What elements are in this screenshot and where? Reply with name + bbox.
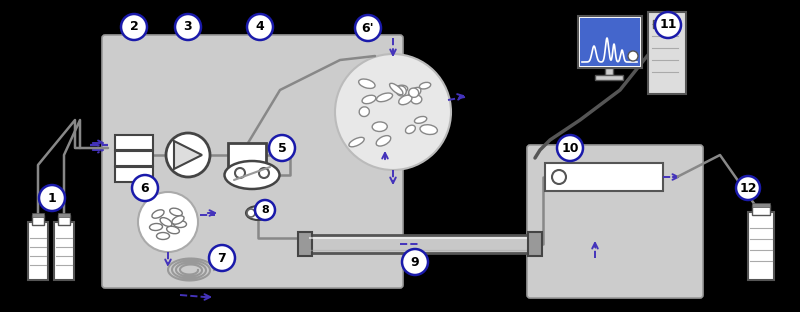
Ellipse shape <box>376 136 390 146</box>
Ellipse shape <box>160 218 172 227</box>
Circle shape <box>166 133 210 177</box>
Ellipse shape <box>358 79 375 88</box>
Circle shape <box>335 54 451 170</box>
Circle shape <box>261 209 269 217</box>
Bar <box>580 18 640 66</box>
Circle shape <box>402 249 428 275</box>
Bar <box>752 203 770 207</box>
Bar <box>28 222 48 280</box>
Bar <box>228 143 266 169</box>
Circle shape <box>552 170 566 184</box>
Bar <box>310 235 528 253</box>
Text: 6': 6' <box>362 22 374 35</box>
Circle shape <box>655 12 681 38</box>
Circle shape <box>557 135 583 161</box>
Text: 12: 12 <box>739 182 757 194</box>
Ellipse shape <box>377 93 393 102</box>
Ellipse shape <box>174 221 186 227</box>
Ellipse shape <box>395 85 408 93</box>
Bar <box>545 163 663 191</box>
Text: 4: 4 <box>256 21 264 33</box>
Circle shape <box>121 14 147 40</box>
Text: 11: 11 <box>659 18 677 32</box>
Bar <box>648 12 686 94</box>
Bar <box>748 212 774 280</box>
Bar <box>32 215 44 225</box>
Circle shape <box>138 192 198 252</box>
Circle shape <box>209 245 235 271</box>
Polygon shape <box>174 141 202 169</box>
Text: 5: 5 <box>278 142 286 154</box>
Ellipse shape <box>166 226 179 234</box>
Text: 8: 8 <box>261 205 269 215</box>
Ellipse shape <box>414 116 426 123</box>
Circle shape <box>247 209 255 217</box>
Circle shape <box>132 175 158 201</box>
Bar <box>653 20 665 28</box>
Ellipse shape <box>225 161 279 189</box>
Circle shape <box>269 135 295 161</box>
Circle shape <box>736 176 760 200</box>
Ellipse shape <box>246 206 270 220</box>
Bar <box>298 232 312 256</box>
Bar <box>54 222 74 280</box>
Circle shape <box>247 14 273 40</box>
Bar <box>58 213 70 217</box>
Ellipse shape <box>157 232 170 240</box>
Bar <box>605 68 613 75</box>
Bar <box>752 205 770 215</box>
Ellipse shape <box>419 82 430 89</box>
Bar <box>528 232 542 256</box>
Ellipse shape <box>349 137 364 147</box>
Text: 9: 9 <box>410 256 419 269</box>
Text: 2: 2 <box>130 21 138 33</box>
Ellipse shape <box>396 86 406 96</box>
Ellipse shape <box>409 87 421 98</box>
Bar <box>115 151 153 166</box>
Bar <box>32 213 44 217</box>
Bar <box>58 215 70 225</box>
Ellipse shape <box>172 216 184 224</box>
Bar <box>115 167 153 182</box>
Ellipse shape <box>409 88 418 97</box>
Circle shape <box>39 185 65 211</box>
Ellipse shape <box>170 208 182 216</box>
Ellipse shape <box>150 223 162 231</box>
Text: 7: 7 <box>218 251 226 265</box>
Ellipse shape <box>406 125 415 134</box>
Bar <box>578 16 642 68</box>
Text: 6: 6 <box>141 182 150 194</box>
Ellipse shape <box>398 95 412 105</box>
FancyBboxPatch shape <box>102 35 403 288</box>
Bar <box>595 75 623 80</box>
Circle shape <box>255 200 275 220</box>
Text: 3: 3 <box>184 21 192 33</box>
Ellipse shape <box>390 83 403 95</box>
Text: 10: 10 <box>562 142 578 154</box>
Text: 1: 1 <box>48 192 56 204</box>
Ellipse shape <box>372 122 387 131</box>
FancyBboxPatch shape <box>527 145 703 298</box>
Ellipse shape <box>362 95 376 104</box>
Ellipse shape <box>420 125 438 134</box>
Ellipse shape <box>359 107 370 117</box>
Circle shape <box>628 51 638 61</box>
Ellipse shape <box>411 95 422 104</box>
Circle shape <box>175 14 201 40</box>
Ellipse shape <box>152 210 164 218</box>
Bar <box>115 135 153 150</box>
Circle shape <box>259 168 269 178</box>
Circle shape <box>355 15 381 41</box>
Circle shape <box>235 168 245 178</box>
